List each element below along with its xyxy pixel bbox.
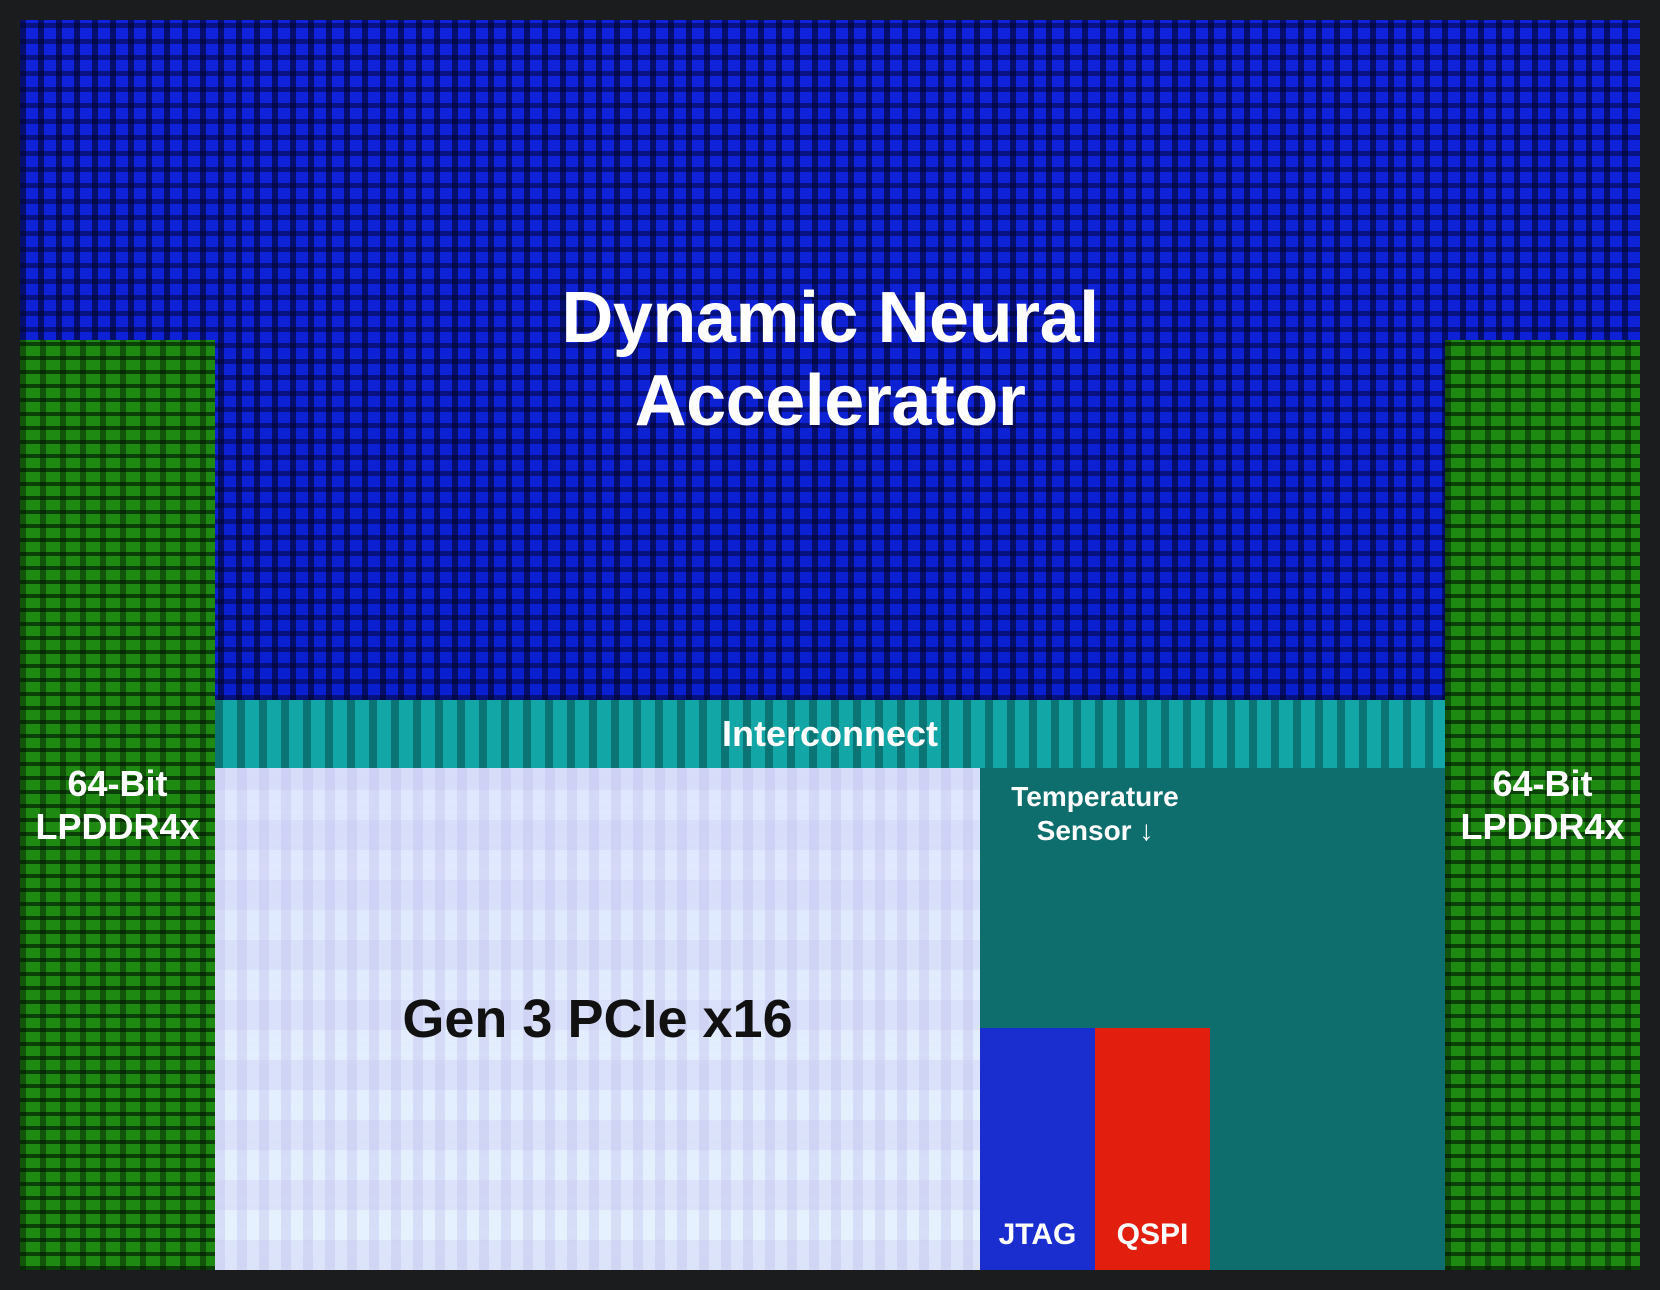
pcie-label: Gen 3 PCIe x16 xyxy=(402,988,792,1050)
dna-block: Dynamic Neural Accelerator xyxy=(20,20,1640,700)
temp-sensor-label-line1: Temperature xyxy=(1011,781,1179,812)
jtag-block: JTAG xyxy=(980,1028,1095,1270)
interconnect-block: Interconnect xyxy=(215,700,1445,768)
lpddr-left-label-line2: LPDDR4x xyxy=(35,806,199,847)
lpddr-left-block: 64-Bit LPDDR4x xyxy=(20,340,215,1270)
jtag-label: JTAG xyxy=(999,1218,1077,1252)
qspi-label: QSPI xyxy=(1117,1218,1189,1252)
temp-sensor-label-line2: Sensor ↓ xyxy=(1037,815,1154,846)
lpddr-left-label-line1: 64-Bit xyxy=(67,763,167,804)
lpddr-left-label: 64-Bit LPDDR4x xyxy=(35,762,199,848)
dna-label: Dynamic Neural Accelerator xyxy=(561,277,1098,443)
dna-label-line2: Accelerator xyxy=(635,361,1026,441)
dna-label-line1: Dynamic Neural xyxy=(561,278,1098,358)
qspi-block: QSPI xyxy=(1095,1028,1210,1270)
temp-sensor-block: Temperature Sensor ↓ xyxy=(980,768,1210,1028)
filler-right-block xyxy=(1210,768,1445,1270)
lpddr-right-label: 64-Bit LPDDR4x xyxy=(1460,762,1624,848)
chip-die-diagram: Dynamic Neural Accelerator 64-Bit LPDDR4… xyxy=(20,20,1640,1270)
lpddr-right-block: 64-Bit LPDDR4x xyxy=(1445,340,1640,1270)
interconnect-label: Interconnect xyxy=(722,713,938,755)
temp-sensor-label: Temperature Sensor ↓ xyxy=(1011,780,1179,847)
lpddr-right-label-line2: LPDDR4x xyxy=(1460,806,1624,847)
lpddr-right-label-line1: 64-Bit xyxy=(1492,763,1592,804)
pcie-block: Gen 3 PCIe x16 xyxy=(215,768,980,1270)
